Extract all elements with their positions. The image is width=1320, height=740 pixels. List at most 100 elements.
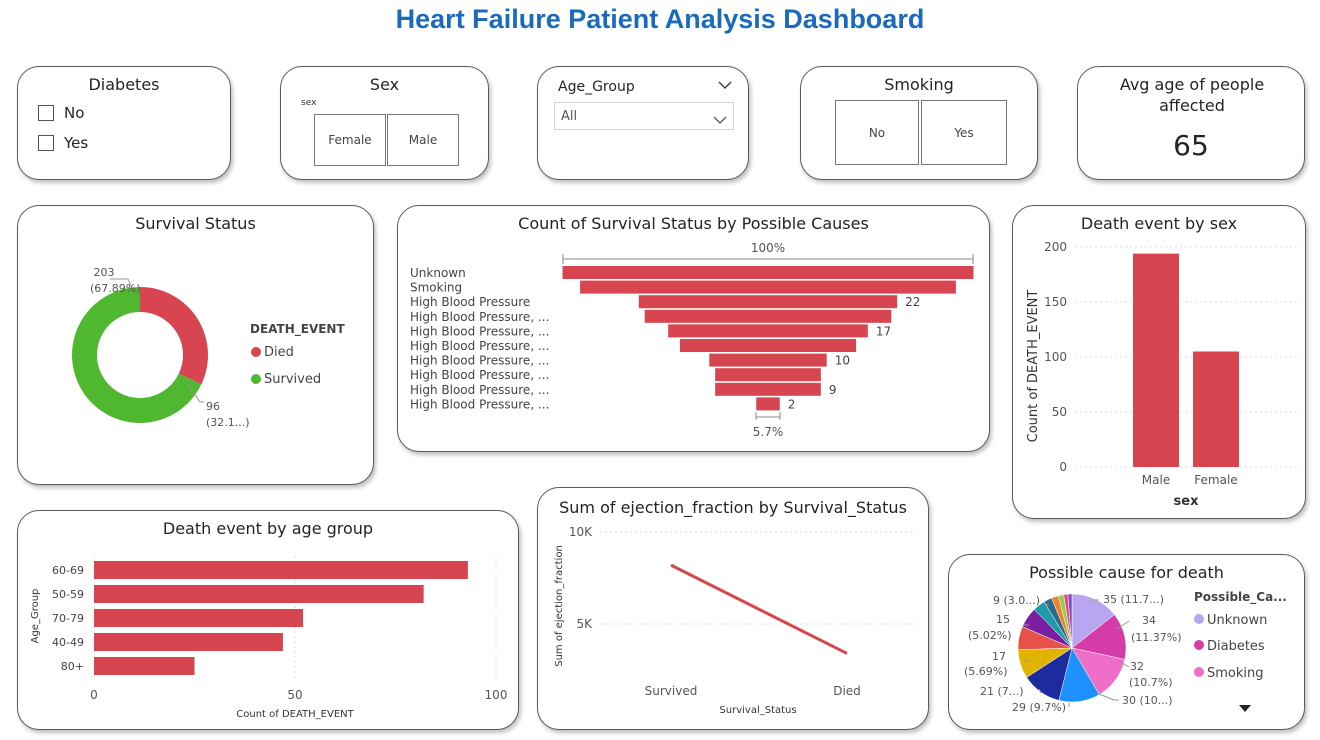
pie2-label-1a: 34 [1142,614,1156,627]
sex-category-label: Male [1142,473,1170,487]
diabetes-yes-checkbox[interactable] [38,135,54,151]
pie2-label-6a: 17 [992,650,1006,663]
sex-chart-ylabel: Count of DEATH_EVENT [1026,290,1041,443]
pie2-label-6b: (5.69%) [964,665,1008,678]
death-by-sex-card: Death event by sex 0 50 100 150 200 Male Femal… [1012,205,1306,519]
ejection-fraction-title: Sum of ejection_fraction by Survival_Sta… [559,498,907,517]
pie2-legend-diabetes-marker [1194,640,1204,650]
sex-ytick-label: 0 [1059,460,1067,474]
sex-bar [1133,253,1179,467]
ejection-fraction-card: Sum of ejection_fraction by Survival_Sta… [537,487,929,730]
pie2-slice [1067,593,1073,649]
survival-status-title: Survival Status [135,214,256,233]
diabetes-slicer-title: Diabetes [88,75,160,94]
funnel-value-label: 2 [788,397,796,411]
smoking-yes-tile[interactable]: Yes [921,100,1007,165]
ef-category-label: Died [833,684,861,698]
funnel-category-label: High Blood Pressure, ... [410,397,549,411]
sex-ytick-label: 50 [1052,405,1067,419]
sex-ytick-label: 150 [1044,295,1067,309]
funnel-category-label: High Blood Pressure, ... [410,324,549,338]
pie2-label-2a: 32 [1130,660,1144,673]
funnel-bottom-label: 5.7% [753,425,784,439]
sex-male-tile[interactable]: Male [387,114,459,166]
diabetes-no-checkbox[interactable] [38,105,54,121]
legend-survived-marker [251,374,261,384]
ef-ytick-label: 10K [569,525,593,539]
sex-category-label: Female [1194,473,1237,487]
avg-age-title: Avg age of people affected [1119,75,1265,115]
diabetes-yes-label: Yes [64,134,89,152]
pie2-legend-unknown: Unknown [1207,613,1267,628]
smoking-slicer-title: Smoking [884,75,954,94]
dashboard-title: Heart Failure Patient Analysis Dashboard [395,4,925,34]
ejection-fraction-chart: 5K 10K Survived Died Sum of ejection_fracti… [554,525,916,716]
age-xtick-label: 0 [90,688,98,702]
funnel-bar [715,368,821,382]
avg-age-value: 65 [1173,129,1209,162]
funnel-value-label: 17 [876,324,891,338]
diabetes-slicer: Diabetes No Yes [17,66,231,180]
collapse-chevron-icon[interactable] [718,75,732,94]
funnel-bar [644,309,892,323]
pie2-label-3: 30 (10...) [1122,694,1173,707]
pie2-legend-diabetes: Diabetes [1207,639,1265,654]
sex-slicer-title: Sex [369,75,400,94]
pie2-label-7a: 15 [996,613,1010,626]
possible-causes-funnel-card: Count of Survival Status by Possible Cau… [397,205,990,452]
age-xtick-label: 50 [287,688,302,702]
age-category-label: 40-49 [52,636,84,649]
funnel-category-label: High Blood Pressure, ... [410,339,549,353]
sex-chart-xlabel: sex [1174,494,1200,509]
chevron-down-icon [713,111,727,130]
sex-slicer: Sex sex Female Male [280,66,489,180]
legend-scroll-down-icon[interactable] [1239,705,1251,712]
sex-ytick-label: 100 [1044,350,1067,364]
death-by-sex-chart: 0 50 100 150 200 Male Female Count of DEATH_EV… [1026,240,1297,509]
funnel-bar [562,266,974,279]
pie2-label-8: 9 (3.0...) [993,594,1040,607]
diabetes-no-label: No [64,104,85,122]
pie2-label-2b: (10.7%) [1129,676,1173,689]
funnel-category-label: High Blood Pressure, ... [410,368,549,382]
donut-slice-survived [72,287,202,423]
funnel-value-label: 9 [829,383,837,397]
funnel-title: Count of Survival Status by Possible Cau… [518,214,869,233]
sex-field-label: sex [301,98,317,108]
ef-chart-ylabel: Sum of ejection_fraction [554,545,565,667]
funnel-bar [679,339,857,352]
death-by-age-card: Death event by age group 0 50 100 60-69 50-5… [17,510,519,730]
age-category-label: 50-59 [52,588,84,601]
pie2-label-1b: (11.37%) [1131,631,1182,644]
death-by-age-title: Death event by age group [162,519,374,538]
funnel-category-label: High Blood Pressure, ... [410,383,549,397]
age-group-dropdown[interactable]: All [554,102,734,130]
age-xtick-label: 100 [485,688,508,702]
donut-legend-died: Died [264,345,294,360]
ef-series-line [670,563,848,655]
funnel-value-label: 22 [905,295,920,309]
funnel-bar [756,397,780,411]
funnel-bar [715,382,821,396]
pie2-legend-smoking-marker [1194,667,1204,677]
age-group-slicer: Age_Group All [537,66,749,180]
age-bar [94,561,468,579]
donut-legend-survived: Survived [264,372,321,387]
funnel-category-label: Smoking [410,281,462,295]
funnel-category-label: High Blood Pressure, ... [410,310,549,324]
pie2-label-7b: (5.02%) [968,629,1012,642]
smoking-no-tile[interactable]: No [835,100,919,165]
age-category-label: 70-79 [52,612,84,625]
age-group-title: Age_Group [558,79,635,95]
donut-label-died-pct: (32.1...) [206,416,250,429]
funnel-category-label: High Blood Pressure, ... [410,354,549,368]
funnel-category-label: Unknown [410,266,466,280]
pie2-label-4: 29 (9.7%) [1012,701,1066,714]
donut-label-survived-count: 203 [94,266,115,279]
sex-ytick-label: 200 [1044,240,1067,254]
age-category-label: 80+ [61,660,84,673]
pie2-legend-unknown-marker [1194,614,1204,624]
sex-female-tile[interactable]: Female [314,114,386,166]
possible-cause-pie-chart: 35 (11.7...) 34 (11.37%) 32 (10.7%) 30 (… [964,590,1287,714]
